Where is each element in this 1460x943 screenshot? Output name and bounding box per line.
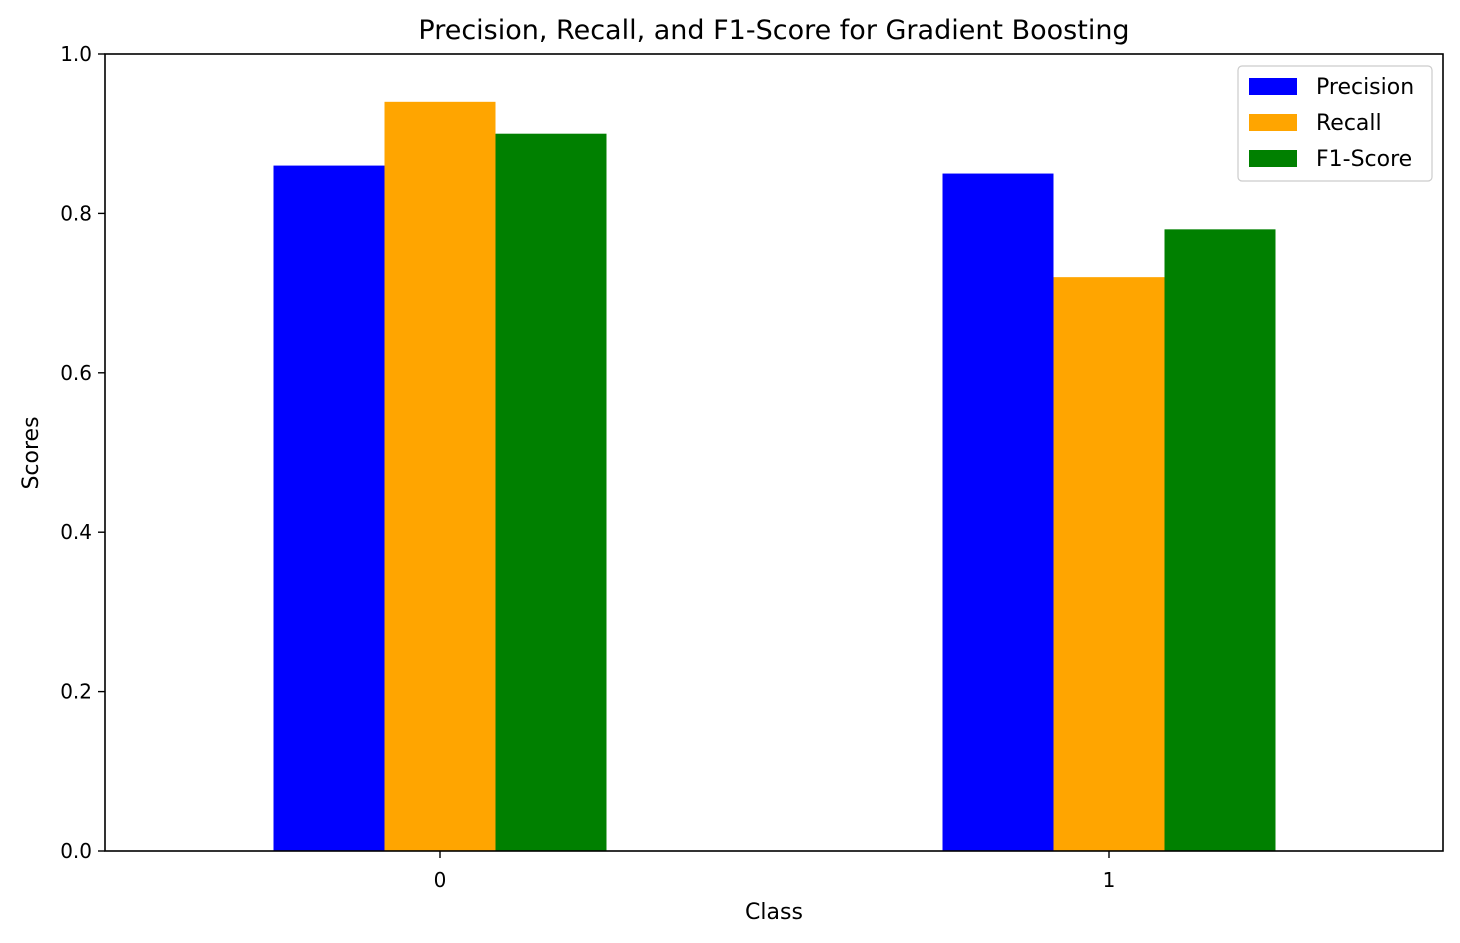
bar-recall-class-1 <box>1053 277 1165 851</box>
y-tick-label: 0.6 <box>60 361 92 385</box>
chart-title: Precision, Recall, and F1-Score for Grad… <box>418 15 1129 46</box>
bar-precision-class-0 <box>273 165 385 851</box>
y-axis-label: Scores <box>19 416 44 489</box>
x-tick-label: 1 <box>1103 868 1116 892</box>
y-tick-label: 0.8 <box>60 201 92 225</box>
legend-swatch-precision <box>1249 78 1297 95</box>
y-tick-label: 0.2 <box>60 680 92 704</box>
y-tick-label: 0.0 <box>60 839 92 863</box>
legend-swatch-f1-score <box>1249 150 1297 167</box>
legend-label-recall: Recall <box>1316 111 1382 136</box>
legend: Precision Recall F1-Score <box>1237 65 1433 182</box>
bars-group <box>273 101 1276 852</box>
bar-f1-score-class-1 <box>1164 229 1276 852</box>
legend-label-f1-score: F1-Score <box>1316 147 1412 172</box>
bar-recall-class-0 <box>384 101 496 851</box>
x-tick-label: 0 <box>434 868 447 892</box>
legend-label-precision: Precision <box>1316 75 1414 100</box>
bar-f1-score-class-0 <box>495 133 607 851</box>
y-tick-label: 1.0 <box>60 42 92 66</box>
legend-swatch-recall <box>1249 114 1297 131</box>
y-tick-label: 0.4 <box>60 520 92 544</box>
x-axis-label: Class <box>745 900 803 925</box>
bar-precision-class-1 <box>942 173 1054 852</box>
y-axis: 0.0 0.2 0.4 0.6 0.8 1.0 <box>60 42 105 863</box>
plot-frame <box>104 53 1444 852</box>
